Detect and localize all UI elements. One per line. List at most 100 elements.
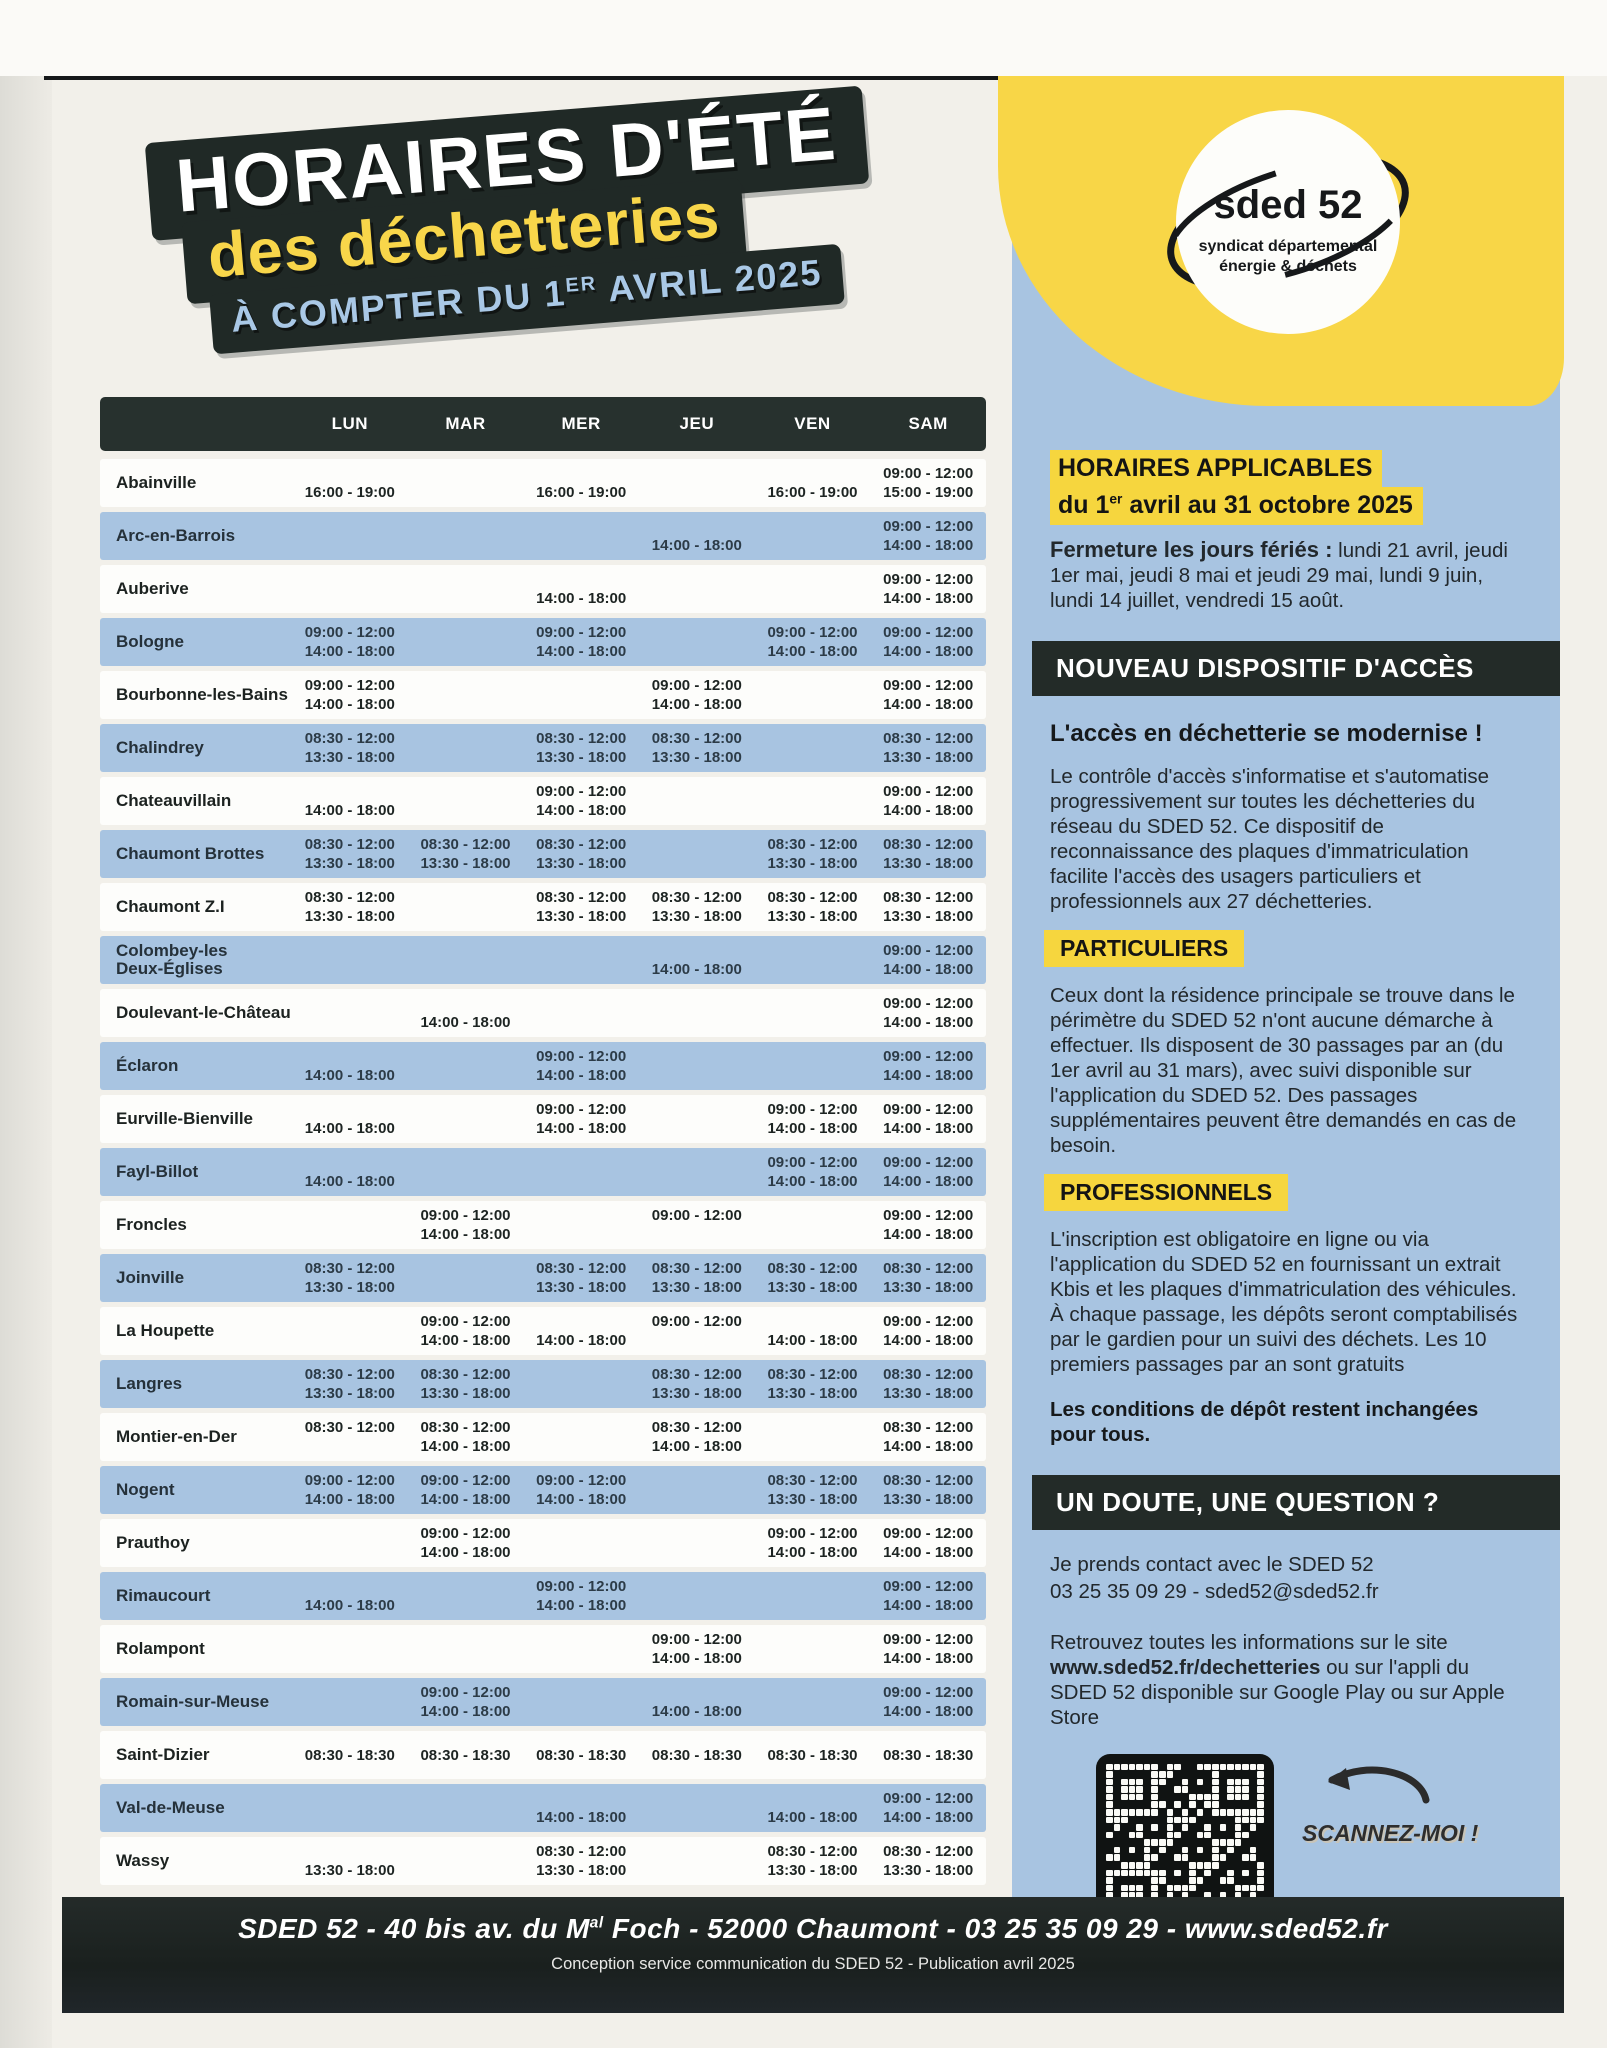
qr-module bbox=[1144, 1794, 1151, 1801]
hours-cell: 13:30 - 18:00 bbox=[304, 1862, 395, 1879]
qr-module bbox=[1151, 1817, 1158, 1824]
qr-module bbox=[1235, 1771, 1242, 1778]
qr-module bbox=[1189, 1862, 1196, 1869]
hours-cell: 08:30 - 18:30 bbox=[767, 1746, 858, 1764]
qr-module bbox=[1159, 1877, 1166, 1884]
hours-cell bbox=[292, 1312, 408, 1350]
qr-module bbox=[1189, 1832, 1196, 1839]
qr-module bbox=[1167, 1862, 1174, 1869]
table-header-row: LUN MAR MER JEU VEN SAM bbox=[100, 397, 986, 451]
qr-module bbox=[1181, 1854, 1189, 1862]
hours-cell bbox=[523, 1206, 639, 1244]
qr-module bbox=[1144, 1885, 1151, 1892]
qr-module bbox=[1136, 1778, 1143, 1786]
qr-module bbox=[1220, 1847, 1227, 1854]
qr-module bbox=[1257, 1793, 1264, 1801]
hours-cell: 14:00 - 18:00 bbox=[767, 1809, 858, 1826]
qr-module bbox=[1136, 1809, 1143, 1816]
qr-module bbox=[1181, 1884, 1189, 1892]
qr-module bbox=[1242, 1763, 1249, 1771]
qr-module bbox=[1242, 1778, 1249, 1786]
qr-module bbox=[1212, 1778, 1219, 1786]
qr-module bbox=[1174, 1771, 1181, 1778]
hours-cell bbox=[408, 570, 524, 608]
hours-cell: 08:30 - 12:00 13:30 - 18:00 bbox=[304, 836, 395, 872]
hours-cell bbox=[523, 517, 639, 555]
hours-cell bbox=[639, 1100, 755, 1138]
qr-module bbox=[1197, 1771, 1204, 1778]
qr-module bbox=[1151, 1839, 1158, 1846]
access-subtitle: L'accès en déchetterie se modernise ! bbox=[1050, 720, 1483, 748]
hours-cell bbox=[292, 517, 408, 555]
qr-module bbox=[1204, 1862, 1211, 1869]
qr-module bbox=[1220, 1786, 1227, 1793]
qr-module bbox=[1182, 1801, 1189, 1808]
qr-module bbox=[1242, 1786, 1249, 1793]
qr-module bbox=[1106, 1771, 1113, 1778]
new-access-header: NOUVEAU DISPOSITIF D'ACCÈS bbox=[1032, 641, 1560, 697]
qr-module bbox=[1257, 1816, 1264, 1824]
qr-module bbox=[1212, 1771, 1219, 1778]
qr-module bbox=[1106, 1884, 1113, 1892]
qr-module bbox=[1227, 1885, 1234, 1892]
hours-cell: 08:30 - 12:00 13:30 - 18:00 bbox=[883, 889, 974, 925]
qr-module bbox=[1227, 1817, 1234, 1824]
hours-cell bbox=[755, 570, 871, 608]
table-row: Langres 08:30 - 12:00 13:30 - 18:00 08:30 -… bbox=[100, 1360, 986, 1408]
qr-module bbox=[1242, 1793, 1249, 1801]
qr-module bbox=[1166, 1892, 1174, 1899]
qr-module bbox=[1106, 1809, 1113, 1816]
hours-cell bbox=[292, 994, 408, 1032]
location-name: Romain-sur-Meuse bbox=[116, 1691, 270, 1711]
top-border-line bbox=[44, 76, 1564, 80]
qr-module bbox=[1114, 1801, 1121, 1808]
qr-module bbox=[1197, 1824, 1204, 1831]
qr-module bbox=[1106, 1839, 1113, 1846]
qr-module bbox=[1174, 1816, 1181, 1824]
qr-module bbox=[1227, 1869, 1234, 1877]
hours-cell bbox=[639, 623, 755, 661]
qr-module bbox=[1174, 1839, 1181, 1846]
qr-module bbox=[1250, 1779, 1257, 1786]
qr-module bbox=[1144, 1877, 1151, 1884]
qr-module bbox=[1250, 1786, 1257, 1793]
hours-cell bbox=[755, 1206, 871, 1244]
qr-module bbox=[1136, 1884, 1143, 1892]
day-header-mar: MAR bbox=[445, 414, 486, 433]
qr-module bbox=[1114, 1771, 1121, 1778]
qr-module bbox=[1159, 1839, 1166, 1846]
hours-cell: 09:00 - 12:00 14:00 - 18:00 bbox=[883, 1048, 974, 1084]
hours-cell bbox=[639, 1153, 755, 1191]
hours-cell: 14:00 - 18:00 bbox=[536, 1809, 627, 1826]
qr-module bbox=[1257, 1877, 1264, 1884]
qr-module bbox=[1106, 1892, 1113, 1899]
qr-module bbox=[1257, 1786, 1264, 1793]
table-row: Montier-en-Der 08:30 - 12:00 08:30 - 12:0… bbox=[100, 1413, 986, 1461]
hours-cell: 14:00 - 18:00 bbox=[420, 1014, 511, 1031]
qr-module bbox=[1136, 1793, 1143, 1801]
qr-module bbox=[1242, 1847, 1249, 1854]
qr-module bbox=[1121, 1839, 1128, 1846]
qr-module bbox=[1234, 1892, 1242, 1899]
hours-cell: 14:00 - 18:00 bbox=[651, 1703, 742, 1720]
qr-module bbox=[1166, 1809, 1174, 1816]
qr-module bbox=[1144, 1779, 1151, 1786]
location-name: Eurville-Bienville bbox=[116, 1108, 253, 1128]
qr-module bbox=[1151, 1892, 1158, 1899]
hours-cell bbox=[755, 1630, 871, 1668]
qr-module bbox=[1196, 1763, 1204, 1771]
qr-module bbox=[1174, 1824, 1181, 1831]
qr-module bbox=[1151, 1884, 1158, 1892]
qr-module bbox=[1257, 1847, 1264, 1854]
day-header-sam: SAM bbox=[908, 414, 948, 433]
qr-module bbox=[1235, 1862, 1242, 1869]
qr-module bbox=[1121, 1816, 1128, 1824]
table-row: Chaumont Z.I 08:30 - 12:00 13:30 - 18:00 0… bbox=[100, 883, 986, 931]
qr-module bbox=[1166, 1831, 1174, 1839]
qr-module bbox=[1121, 1778, 1128, 1786]
qr-module bbox=[1128, 1763, 1136, 1771]
qr-module bbox=[1167, 1870, 1174, 1877]
qr-module bbox=[1227, 1801, 1234, 1808]
qr-module bbox=[1106, 1801, 1113, 1809]
qr-module bbox=[1106, 1831, 1113, 1839]
